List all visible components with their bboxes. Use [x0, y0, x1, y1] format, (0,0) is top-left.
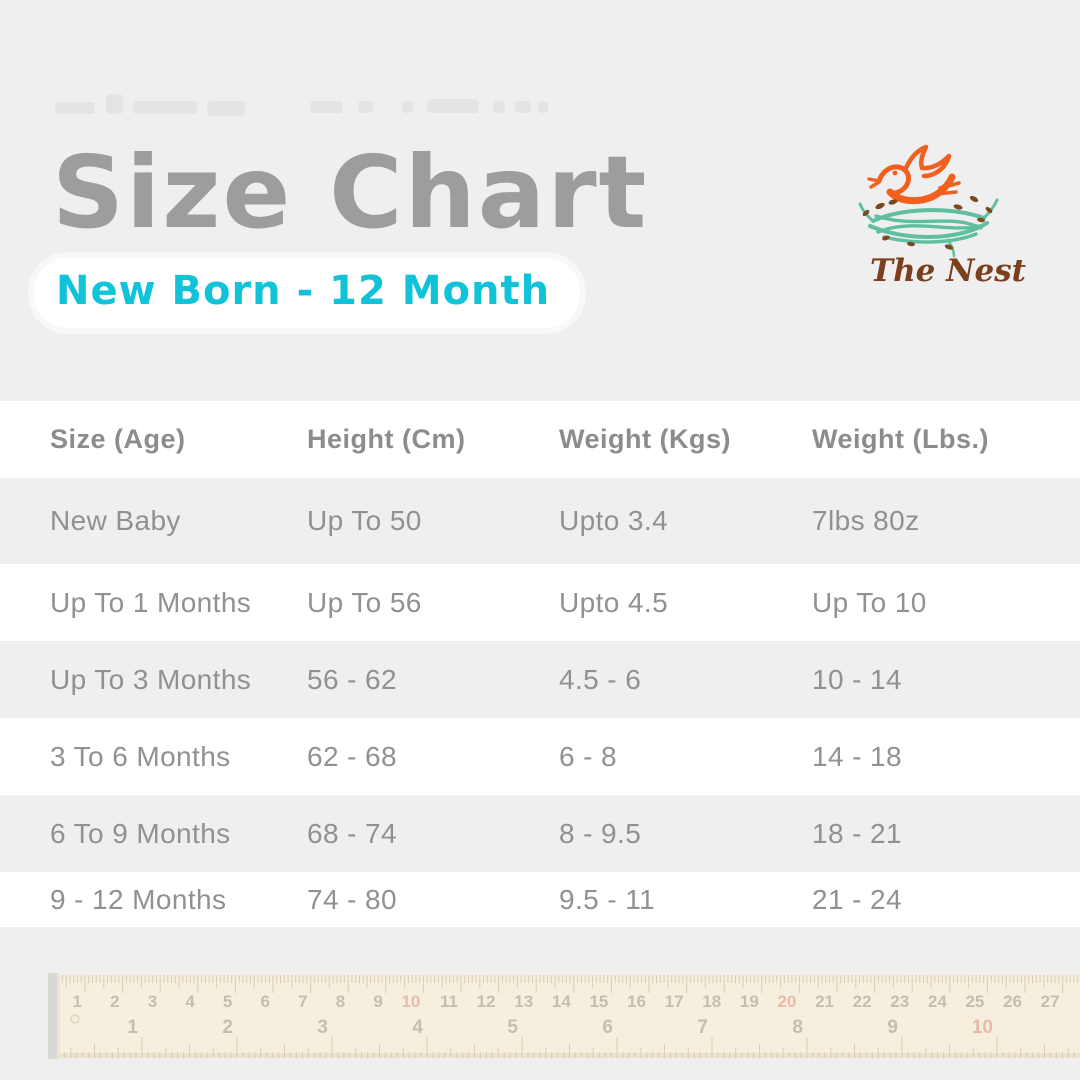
table-cell: 10 - 14 [812, 663, 902, 695]
svg-text:2: 2 [110, 992, 119, 1011]
svg-text:1: 1 [73, 992, 82, 1011]
svg-text:21: 21 [815, 992, 834, 1011]
table-cell: Upto 3.4 [559, 505, 669, 536]
table-row: New Baby Up To 50 Upto 3.4 7lbs 80z [0, 478, 1080, 564]
brand-name: The Nest [870, 253, 1027, 289]
svg-text:6: 6 [261, 992, 270, 1011]
ruler-graphic: 1 2 3 4 5 6 7 8 9 10 11 12 13 14 15 16 17 18 19 20 21 22 23 24 2… [48, 973, 1080, 1059]
table-row: Up To 3 Months 56 - 62 4.5 - 6 10 - 14 [0, 641, 1080, 718]
svg-text:7: 7 [298, 992, 307, 1011]
table-row: 6 To 9 Months 68 - 74 8 - 9.5 18 - 21 [0, 795, 1080, 872]
svg-text:10: 10 [401, 992, 420, 1011]
svg-text:8: 8 [336, 992, 345, 1011]
svg-text:27: 27 [1041, 992, 1060, 1011]
table-cell: Up To 1 Months [50, 586, 252, 618]
svg-text:4: 4 [185, 992, 195, 1011]
column-header-height: Height (Cm) [307, 424, 466, 454]
table-cell: 6 To 9 Months [50, 817, 231, 849]
svg-text:6: 6 [602, 1017, 613, 1038]
svg-text:11: 11 [440, 992, 458, 1011]
svg-text:22: 22 [853, 992, 872, 1011]
table-cell: 4.5 - 6 [559, 663, 642, 695]
table-cell: Up To 3 Months [50, 663, 252, 695]
svg-text:5: 5 [507, 1017, 518, 1038]
brand-logo: The Nest [858, 144, 1027, 289]
nest-leaves-icon [862, 195, 993, 250]
svg-text:3: 3 [148, 992, 157, 1011]
svg-text:13: 13 [514, 992, 533, 1011]
table-cell: 6 - 8 [559, 740, 618, 772]
table-cell: 74 - 80 [307, 883, 397, 915]
svg-text:23: 23 [890, 992, 909, 1011]
bird-icon [867, 144, 961, 205]
table-cell: 21 - 24 [812, 883, 902, 915]
svg-text:19: 19 [740, 992, 759, 1011]
svg-text:10: 10 [972, 1017, 993, 1038]
column-header-weight-kg: Weight (Kgs) [559, 424, 731, 454]
table-row: Up To 1 Months Up To 56 Upto 4.5 Up To 1… [0, 564, 1080, 641]
table-cell: 62 - 68 [307, 740, 397, 772]
table-cell: 7lbs 80z [812, 505, 920, 536]
table-cell: Up To 50 [307, 505, 422, 536]
table-cell: Upto 4.5 [559, 586, 669, 618]
table-cell: 56 - 62 [307, 663, 397, 695]
svg-text:16: 16 [627, 992, 646, 1011]
table-cell: 14 - 18 [812, 740, 902, 772]
svg-text:1: 1 [127, 1017, 138, 1038]
table-cell: 9.5 - 11 [559, 883, 656, 915]
svg-text:2: 2 [222, 1017, 233, 1038]
svg-text:5: 5 [223, 992, 232, 1011]
column-header-weight-lb: Weight (Lbs.) [812, 424, 989, 454]
column-header-size: Size (Age) [50, 424, 186, 454]
table-cell: 18 - 21 [812, 817, 902, 849]
svg-text:24: 24 [928, 992, 947, 1011]
table-header-row: Size (Age) Height (Cm) Weight (Kgs) Weig… [0, 401, 1080, 478]
table-cell: 3 To 6 Months [50, 740, 231, 772]
svg-text:7: 7 [697, 1017, 708, 1038]
table-row: 9 - 12 Months 74 - 80 9.5 - 11 21 - 24 [0, 872, 1080, 927]
svg-text:12: 12 [477, 992, 496, 1011]
svg-text:3: 3 [317, 1017, 328, 1038]
table-cell: Up To 10 [812, 586, 927, 618]
svg-text:4: 4 [412, 1017, 423, 1038]
svg-text:18: 18 [702, 992, 721, 1011]
faded-watermark [0, 94, 1080, 120]
table-cell: Up To 56 [307, 586, 422, 618]
subtitle-text: New Born - 12 Month [56, 268, 551, 314]
svg-text:15: 15 [589, 992, 608, 1011]
svg-text:17: 17 [665, 992, 684, 1011]
table-cell: New Baby [50, 505, 181, 536]
svg-text:8: 8 [792, 1017, 803, 1038]
svg-text:9: 9 [887, 1017, 898, 1038]
svg-text:14: 14 [552, 992, 571, 1011]
svg-text:9: 9 [373, 992, 382, 1011]
table-cell: 9 - 12 Months [50, 883, 227, 915]
subtitle-badge: New Born - 12 Month [34, 258, 581, 328]
svg-text:25: 25 [965, 992, 984, 1011]
table-cell: 68 - 74 [307, 817, 397, 849]
svg-text:26: 26 [1003, 992, 1022, 1011]
table-cell: 8 - 9.5 [559, 817, 642, 849]
svg-text:20: 20 [777, 992, 796, 1011]
table-row: 3 To 6 Months 62 - 68 6 - 8 14 - 18 [0, 718, 1080, 795]
page-title: Size Chart [52, 134, 649, 251]
